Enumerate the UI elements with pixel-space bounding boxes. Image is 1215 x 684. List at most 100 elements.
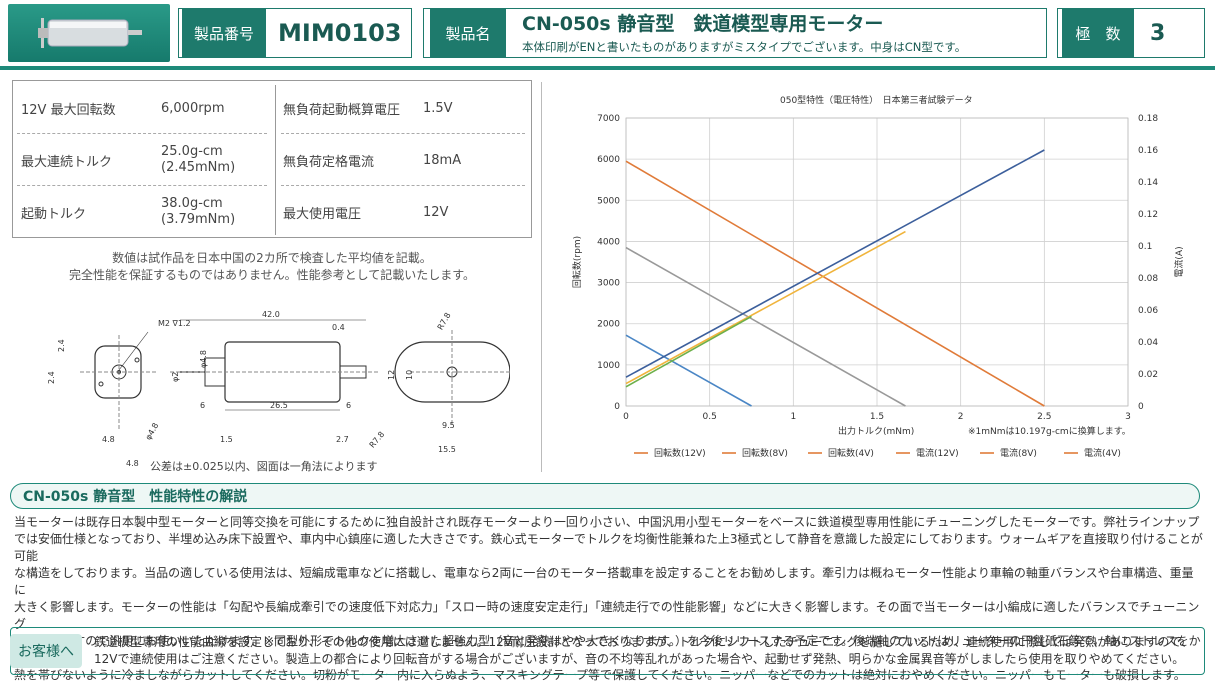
dim-label: 2.4	[57, 339, 66, 352]
dim-label: M2 ∇1.2	[158, 319, 191, 328]
spec-label: 最大使用電圧	[283, 206, 362, 222]
series-line	[625, 230, 906, 385]
dim-label: R7.8	[368, 430, 387, 450]
motor-image	[8, 4, 170, 62]
dim-label: 2.4	[47, 371, 56, 384]
x-axis-label: 出力トルク(mNm)	[838, 425, 914, 437]
x-tick-label: 3	[1125, 412, 1131, 422]
y2-axis-label: 電流(A)	[1173, 246, 1185, 277]
spec-note: 数値は試作品を日本中国の2カ所で検査した平均値を記載。 完全性能を保証するもので…	[12, 250, 532, 284]
x-tick-label: 1.5	[870, 412, 884, 422]
x-tick-label: 2.5	[1037, 412, 1051, 422]
header-underline	[0, 66, 1215, 70]
legend-label: 回転数(4V)	[828, 447, 874, 459]
customer-notice-label: お客様へ	[10, 634, 82, 668]
plot-frame	[625, 117, 1129, 407]
dim-label: 42.0	[262, 310, 280, 319]
dim-label: 12	[387, 370, 396, 380]
dim-label: 4.8	[126, 459, 139, 468]
y-tick-label: 6000	[597, 155, 620, 165]
spec-separator	[281, 185, 525, 186]
dim-label: 0.4	[332, 323, 345, 332]
legend-label: 回転数(8V)	[742, 447, 788, 459]
product-name-note: 本体印刷がENと書いたものがありますがミスタイプでございます。中身はCN型です。	[522, 40, 967, 54]
dim-label: φ2	[171, 372, 180, 382]
spec-value: 18mA	[423, 152, 462, 168]
spec-row: 最大使用電圧 12V	[283, 187, 448, 237]
spec-value: 1.5V	[423, 100, 453, 116]
part-number-label: 製品番号	[182, 8, 266, 58]
y2-tick-label: 0.12	[1138, 210, 1158, 220]
spec-divider	[275, 85, 276, 235]
spec-value: 12V	[423, 204, 449, 220]
y2-tick-label: 0.1	[1138, 242, 1152, 252]
customer-notice-line: 鉄道模型専用の性能曲線を設定しており、その他の使用には適しません。12V耐圧設計…	[94, 635, 1193, 649]
chart-note: ※1mNmは10.197g-cmに換算します。	[968, 425, 1131, 437]
dim-label: 15.5	[438, 445, 456, 454]
part-number: MIM0103	[278, 19, 402, 47]
dim-label: R7.8	[436, 311, 453, 331]
y2-tick-label: 0	[1138, 402, 1144, 412]
dim-label: 6	[346, 401, 351, 410]
description-line: 当モーターは既存日本製中型モーターと同等交換を可能にするために独自設計され既存モ…	[14, 515, 1200, 529]
chart-svg: 050型特性（電圧特性） 日本第三者試験データ 0 1000 2000 3000 4000…	[571, 94, 1185, 459]
spec-separator	[281, 133, 525, 134]
dim-label: φ4.8	[144, 421, 161, 441]
series-line	[625, 160, 1045, 407]
dim-label: 9.5	[442, 421, 455, 430]
spec-row: 無負荷定格電流 18mA	[283, 135, 461, 185]
dimension-drawing: M2 ∇1.2 2.4 2.4 4.8 4.8 φ4.8 42.0 0.4 φ2…	[47, 310, 510, 468]
dim-label: 1.5	[220, 435, 233, 444]
y-axis-label: 回転数(rpm)	[571, 236, 583, 288]
poles-value: 3	[1150, 20, 1166, 46]
section-description: 当モーターは既存日本製中型モーターと同等交換を可能にするために独自設計され既存モ…	[14, 514, 1204, 684]
spec-note-line: 数値は試作品を日本中国の2カ所で検査した平均値を記載。	[112, 251, 432, 265]
spec-value: 25.0g-cm	[161, 144, 223, 159]
spec-note-line: 完全性能を保証するものではありません。性能参考として記載いたします。	[68, 268, 476, 282]
description-line: 熱を帯びないように冷ましながらカットしてください。切粉がモーター内に入らぬよう、…	[14, 668, 1186, 682]
y2-tick-label: 0.18	[1138, 114, 1158, 124]
customer-notice-line: 12Vで連続使用はご注意ください。製造上の都合により回転音がする場合がございます…	[94, 652, 1185, 666]
front-view-hole	[98, 381, 104, 387]
dim-label: φ4.8	[199, 350, 208, 368]
rear-view-body	[394, 341, 510, 403]
spec-label: 12V 最大回転数	[21, 102, 116, 118]
series-line	[625, 315, 752, 388]
product-name: CN-050s 静音型 鉄道模型専用モーター	[522, 13, 884, 35]
product-name-label: 製品名	[430, 8, 506, 58]
dim-label: 26.5	[270, 401, 288, 410]
spec-label: 最大連続トルク	[21, 154, 113, 170]
dim-label: 2.7	[336, 435, 349, 444]
y2-tick-label: 0.14	[1138, 178, 1158, 188]
spec-label: 無負荷起動概算電圧	[283, 102, 401, 118]
series-line	[625, 334, 752, 407]
spec-table: 12V 最大回転数 6,000rpm 最大連続トルク 25.0g-cm (2.4…	[12, 80, 532, 238]
spec-row: 無負荷起動概算電圧 1.5V	[283, 83, 453, 133]
product-name-box	[423, 8, 1047, 58]
motor-photo-icon	[38, 18, 142, 48]
section-title: CN-050s 静音型 性能特性の解説	[10, 483, 1200, 509]
y2-tick-label: 0.08	[1138, 274, 1158, 284]
y-tick-label: 3000	[597, 279, 620, 289]
customer-notice-text: 鉄道模型専用の性能曲線を設定しており、その他の使用には適しません。12V耐圧設計…	[94, 634, 1204, 668]
description-line: な構造をしております。当品の適している使用法は、短編成電車などに搭載し、電車なら…	[14, 566, 1194, 597]
y-tick-label: 1000	[597, 361, 620, 371]
chart-title: 050型特性（電圧特性） 日本第三者試験データ	[780, 94, 973, 106]
dim-label: 6	[200, 401, 205, 410]
description-line: では安価仕様となっており、半埋め込み床下設置や、車内中心鎮座に適した大きさです。…	[14, 532, 1203, 563]
spec-separator	[17, 185, 267, 186]
x-tick-label: 2	[958, 412, 964, 422]
dim-label: 10	[405, 370, 414, 380]
x-tick-label: 1	[790, 412, 796, 422]
spec-label: 無負荷定格電流	[283, 154, 375, 170]
x-tick-label: 0	[623, 412, 629, 422]
poles-label: 極 数	[1062, 8, 1134, 58]
legend-label: 電流(4V)	[1084, 447, 1121, 459]
column-divider	[541, 82, 542, 472]
y2-tick-label: 0.02	[1138, 370, 1158, 380]
y-tick-label: 4000	[597, 237, 620, 247]
spec-value: 38.0g-cm	[161, 196, 223, 211]
legend-label: 電流(12V)	[916, 447, 959, 459]
y2-tick-label: 0.04	[1138, 338, 1158, 348]
y-tick-label: 2000	[597, 320, 620, 330]
